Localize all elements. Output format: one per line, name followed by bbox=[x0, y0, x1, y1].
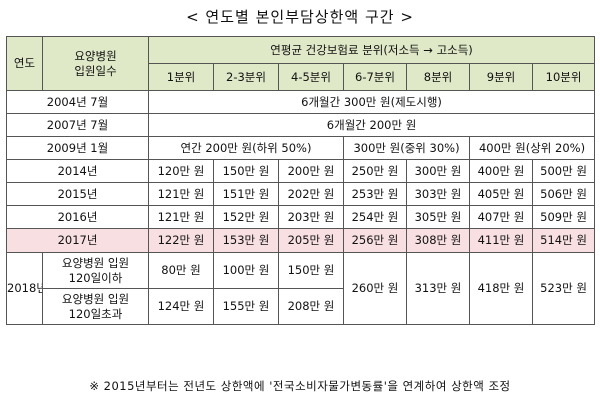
cap-cell: 253만 원 bbox=[343, 182, 407, 206]
cap-cell: 124만 원 bbox=[148, 288, 214, 325]
cap-cell: 121만 원 bbox=[148, 182, 214, 206]
cap-cell: 200만 원 bbox=[278, 159, 344, 183]
cap-cell: 400만 원 bbox=[469, 159, 533, 183]
cap-cell: 205만 원 bbox=[278, 228, 344, 253]
header-decile: 10분위 bbox=[531, 63, 596, 91]
year-cell: 2015년 bbox=[6, 182, 149, 206]
header-decile: 9분위 bbox=[469, 63, 533, 91]
table-row: 2015년 121만 원 151만 원 202만 원 253만 원 303만 원… bbox=[6, 182, 596, 206]
cap-cell: 120만 원 bbox=[148, 159, 214, 183]
cap-cell: 254만 원 bbox=[343, 205, 407, 229]
cap-cell: 152만 원 bbox=[213, 205, 279, 229]
cap-cell: 80만 원 bbox=[148, 252, 214, 289]
cap-cell: 203만 원 bbox=[278, 205, 344, 229]
cap-cell: 256만 원 bbox=[343, 228, 407, 253]
cap-cell: 202만 원 bbox=[278, 182, 344, 206]
year-cell: 2016년 bbox=[6, 205, 149, 229]
cap-cell: 150만 원 bbox=[213, 159, 279, 183]
cap-cell: 연간 200만 원(하위 50%) bbox=[148, 136, 344, 160]
cap-cell: 514만 원 bbox=[531, 228, 596, 253]
header-days-line2: 입원일수 bbox=[74, 63, 117, 78]
cap-cell: 509만 원 bbox=[531, 205, 596, 229]
cap-cell: 411만 원 bbox=[469, 228, 533, 253]
cap-cell: 100만 원 bbox=[213, 252, 279, 289]
cap-cell: 407만 원 bbox=[469, 205, 533, 229]
table-row: 2014년 120만 원 150만 원 200만 원 250만 원 300만 원… bbox=[6, 159, 596, 183]
hospital-days-cell: 요양병원 입원 120일이하 bbox=[42, 252, 149, 289]
footnote: ※ 2015년부터는 전년도 상한액에 '전국소비자물가변동률'을 연계하여 상… bbox=[89, 379, 511, 393]
cap-cell: 308만 원 bbox=[406, 228, 470, 253]
header-income-group: 연평균 건강보험료 분위(저소득 → 고소득) bbox=[147, 36, 596, 64]
hospital-days-line1: 요양병원 입원 bbox=[61, 292, 130, 307]
cap-cell: 151만 원 bbox=[213, 182, 279, 206]
hospital-days-cell: 요양병원 입원 120일초과 bbox=[42, 288, 149, 325]
cap-cell: 300만 원(중위 30%) bbox=[343, 136, 470, 160]
cap-cell: 305만 원 bbox=[406, 205, 470, 229]
cap-cell: 260만 원 bbox=[343, 252, 407, 325]
table-row-2018-a: 2018년 요양병원 입원 120일이하 80만 원 100만 원 150만 원… bbox=[6, 252, 596, 325]
table-row: 2004년 7월 6개월간 300만 원(제도시행) bbox=[6, 90, 596, 114]
table-row-highlighted: 2017년 122만 원 153만 원 205만 원 256만 원 308만 원… bbox=[6, 228, 596, 253]
header-decile: 1분위 bbox=[148, 63, 214, 91]
year-cell: 2014년 bbox=[6, 159, 149, 183]
cap-cell: 6개월간 200만 원 bbox=[147, 113, 596, 137]
copay-cap-table: 연도 요양병원 입원일수 연평균 건강보험료 분위(저소득 → 고소득) 1분위… bbox=[6, 36, 596, 325]
cap-cell: 506만 원 bbox=[531, 182, 596, 206]
cap-cell: 405만 원 bbox=[469, 182, 533, 206]
cap-cell: 208만 원 bbox=[278, 288, 344, 325]
table-title: < 연도별 본인부담상한액 구간 > bbox=[186, 8, 414, 26]
header-decile: 8분위 bbox=[406, 63, 470, 91]
table-row: 2007년 7월 6개월간 200만 원 bbox=[6, 113, 596, 137]
year-cell: 2018년 bbox=[6, 252, 43, 325]
table-row: 2009년 1월 연간 200만 원(하위 50%) 300만 원(중위 30%… bbox=[6, 136, 596, 160]
header-decile: 6-7분위 bbox=[343, 63, 407, 91]
year-cell: 2007년 7월 bbox=[6, 113, 149, 137]
cap-cell: 303만 원 bbox=[406, 182, 470, 206]
header-decile: 4-5분위 bbox=[278, 63, 344, 91]
cap-cell: 122만 원 bbox=[148, 228, 214, 253]
cap-cell: 153만 원 bbox=[213, 228, 279, 253]
cap-cell: 150만 원 bbox=[278, 252, 344, 289]
cap-cell: 250만 원 bbox=[343, 159, 407, 183]
hospital-days-line2: 120일초과 bbox=[68, 306, 123, 321]
header-row-1: 연도 요양병원 입원일수 연평균 건강보험료 분위(저소득 → 고소득) bbox=[6, 36, 596, 91]
cap-cell: 121만 원 bbox=[148, 205, 214, 229]
cap-cell: 300만 원 bbox=[406, 159, 470, 183]
cap-cell: 6개월간 300만 원(제도시행) bbox=[147, 90, 596, 114]
cap-cell: 313만 원 bbox=[406, 252, 470, 325]
cap-cell: 523만 원 bbox=[531, 252, 596, 325]
header-row-2: 1분위 2-3분위 4-5분위 6-7분위 8분위 9분위 10분위 bbox=[7, 63, 596, 91]
header-hospital-days: 요양병원 입원일수 bbox=[42, 36, 149, 91]
cap-cell: 418만 원 bbox=[469, 252, 533, 325]
cap-cell: 400만 원(상위 20%) bbox=[468, 136, 596, 160]
header-decile: 2-3분위 bbox=[213, 63, 279, 91]
cap-cell: 155만 원 bbox=[213, 288, 279, 325]
year-cell: 2009년 1월 bbox=[6, 136, 149, 160]
header-year: 연도 bbox=[6, 36, 43, 91]
year-cell: 2004년 7월 bbox=[6, 90, 149, 114]
header-days-line1: 요양병원 bbox=[74, 49, 117, 64]
table-row-2018-b: 요양병원 입원 120일초과 124만 원 155만 원 208만 원 bbox=[7, 288, 595, 325]
hospital-days-line2: 120일이하 bbox=[68, 270, 123, 285]
cap-cell: 500만 원 bbox=[531, 159, 596, 183]
hospital-days-line1: 요양병원 입원 bbox=[61, 256, 130, 271]
table-row: 2016년 121만 원 152만 원 203만 원 254만 원 305만 원… bbox=[6, 205, 596, 229]
year-cell: 2017년 bbox=[6, 228, 149, 253]
